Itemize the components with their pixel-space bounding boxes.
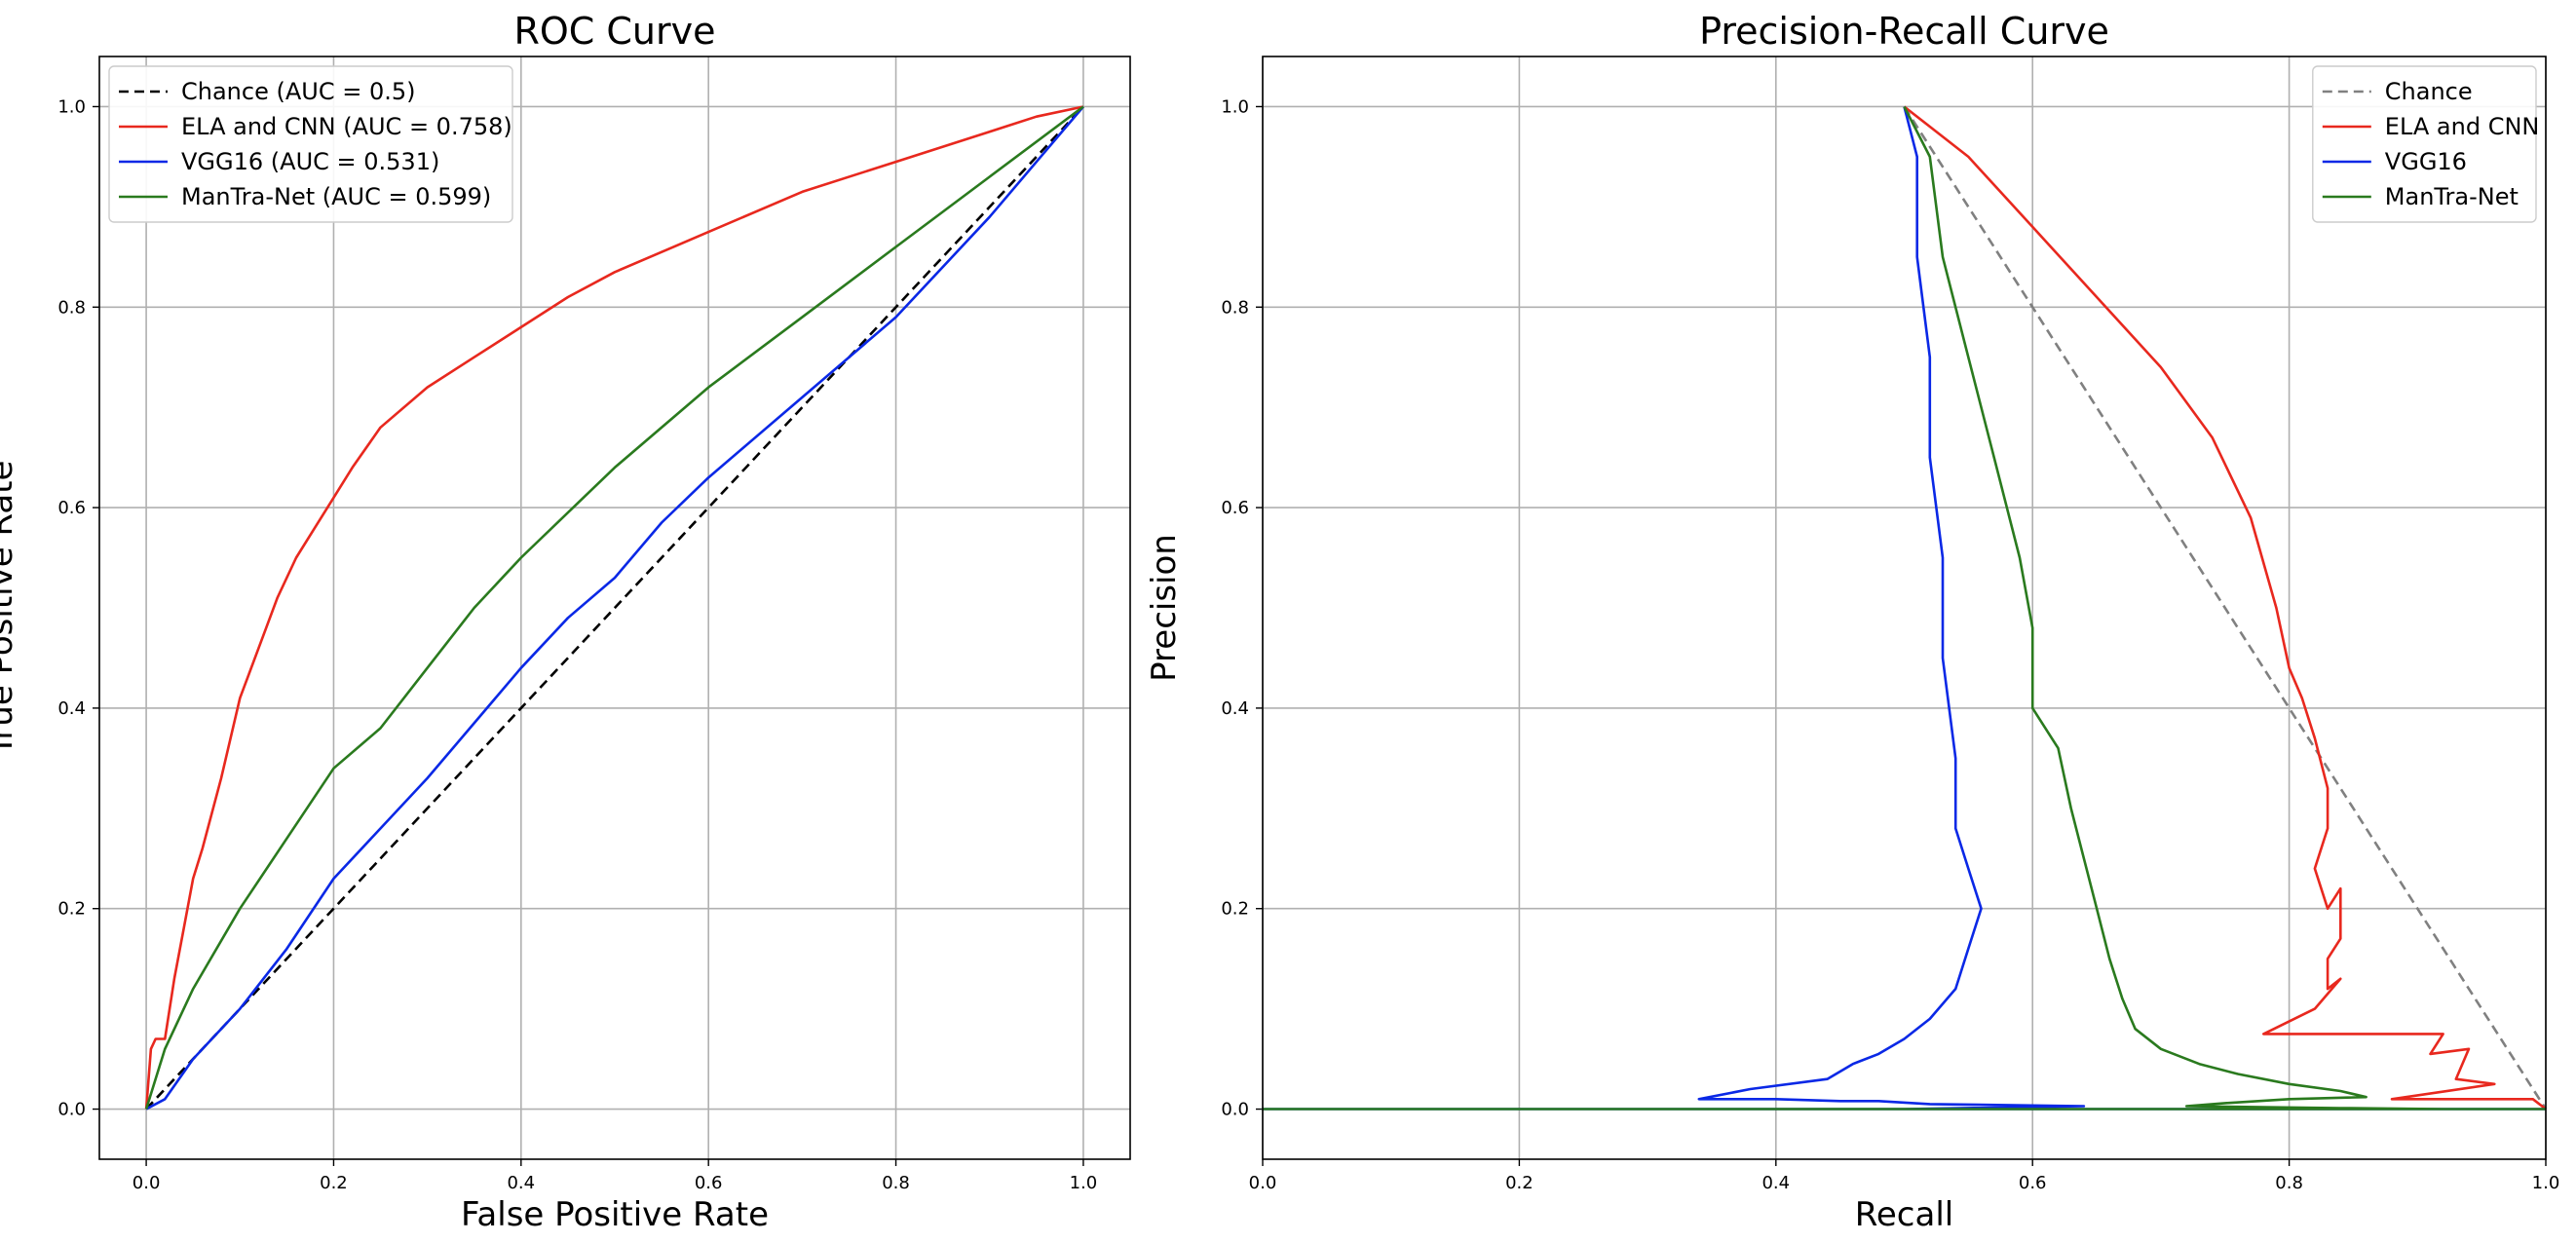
x-axis-title: False Positive Rate — [461, 1195, 769, 1234]
legend-label-1: ELA and CNN (AUC = 0.758) — [181, 113, 512, 140]
series-line-3 — [144, 105, 1084, 1110]
y-tick-label: 0.4 — [1221, 698, 1249, 719]
legend-box — [108, 65, 513, 223]
x-tick-label: 0.4 — [1762, 1173, 1790, 1193]
series-line-0 — [145, 105, 1084, 1111]
y-tick-label: 0.0 — [1221, 1100, 1249, 1120]
legend-label-0: Chance (AUC = 0.5) — [181, 78, 415, 105]
y-tick-label: 1.0 — [57, 96, 86, 117]
series-line-2 — [1261, 106, 2546, 1111]
legend-label-3: ManTra-Net (AUC = 0.599) — [181, 183, 491, 210]
legend-box — [2312, 65, 2537, 223]
y-tick-label: 0.2 — [1221, 899, 1249, 920]
legend-label-0: Chance — [2385, 78, 2473, 105]
y-tick-label: 0.0 — [57, 1100, 86, 1120]
legend: Chance (AUC = 0.5) ELA and CNN (AUC = 0.7… — [108, 65, 513, 223]
plot-frame — [1262, 56, 2547, 1160]
y-tick-label: 0.8 — [1221, 297, 1249, 318]
plot-frame — [98, 56, 1131, 1160]
x-tick-label: 0.0 — [1249, 1173, 1277, 1193]
series-line-1 — [144, 105, 1084, 1110]
legend-label-2: VGG16 — [2385, 148, 2467, 175]
y-tick-label: 1.0 — [1221, 96, 1249, 117]
x-tick-label: 1.0 — [2532, 1173, 2560, 1193]
x-tick-label: 0.4 — [507, 1173, 535, 1193]
x-tick-label: 0.6 — [2019, 1173, 2047, 1193]
series-line-0 — [1903, 105, 2548, 1111]
y-axis-title: True Positive Rate — [0, 461, 20, 757]
series-line-3 — [1261, 105, 2546, 1111]
x-tick-label: 0.0 — [133, 1173, 161, 1193]
legend: Chance ELA and CNN VGG16 ManTra-Net — [2312, 65, 2540, 223]
series-line-2 — [145, 105, 1084, 1111]
chart-title: ROC Curve — [513, 10, 715, 53]
x-tick-label: 0.2 — [1505, 1173, 1534, 1193]
legend-label-3: ManTra-Net — [2385, 183, 2519, 210]
series-line-1 — [1903, 105, 2547, 1111]
x-tick-label: 1.0 — [1070, 1173, 1098, 1193]
chart-title: Precision-Recall Curve — [1699, 10, 2109, 53]
x-tick-label: 0.8 — [2275, 1173, 2303, 1193]
roc-chart: 0.0 0.2 0.4 0.6 0.8 1.0 0.0 0.2 0.4 0.6 0.8 1.0 ROC … — [0, 10, 1131, 1234]
precision-recall-chart: 0.0 0.2 0.4 0.6 0.8 1.0 0.0 0.2 0.4 0.6 0.8 1.0 Prec… — [1145, 10, 2559, 1234]
x-tick-label: 0.8 — [882, 1173, 910, 1193]
legend-label-2: VGG16 (AUC = 0.531) — [181, 148, 439, 175]
x-axis-title: Recall — [1855, 1195, 1953, 1234]
legend-label-1: ELA and CNN — [2385, 113, 2540, 140]
y-axis-title: Precision — [1145, 534, 1184, 682]
y-tick-label: 0.6 — [57, 498, 86, 518]
x-tick-label: 0.6 — [695, 1173, 723, 1193]
y-tick-label: 0.8 — [57, 297, 86, 318]
y-tick-label: 0.2 — [57, 899, 86, 920]
y-tick-label: 0.4 — [57, 698, 86, 719]
x-tick-label: 0.2 — [320, 1173, 348, 1193]
y-tick-label: 0.6 — [1221, 498, 1249, 518]
